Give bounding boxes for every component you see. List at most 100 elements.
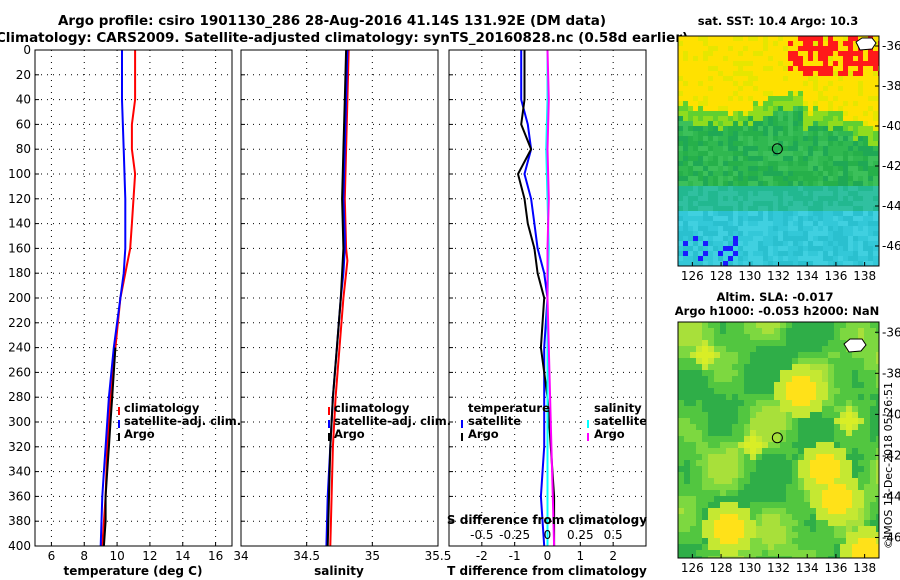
sla-cell (774, 400, 780, 406)
sst-cell (778, 136, 783, 141)
sst-cell (783, 191, 788, 196)
sst-cell (798, 236, 803, 241)
sst-cell (828, 91, 833, 96)
sst-cell (813, 106, 818, 111)
sla-cell (690, 340, 696, 346)
sla-cell (780, 496, 786, 502)
sst-cell (838, 96, 843, 101)
sst-cell (703, 261, 708, 266)
sst-cell (768, 96, 773, 101)
sla-map-panel: Altim. SLA: -0.017 Argo h1000: -0.053 h2… (675, 290, 900, 575)
sst-cell (783, 201, 788, 206)
sla-cell (702, 496, 708, 502)
sla-cell (870, 514, 876, 520)
sla-cell (792, 352, 798, 358)
sla-cell (792, 340, 798, 346)
sst-cell (693, 201, 698, 206)
sla-cell (780, 454, 786, 460)
sst-cell (793, 41, 798, 46)
sst-cell (843, 236, 848, 241)
sst-cell (708, 136, 713, 141)
sst-cell (863, 96, 868, 101)
sla-cell (732, 394, 738, 400)
sla-cell (714, 532, 720, 538)
sla-cell (822, 532, 828, 538)
sla-cell (828, 496, 834, 502)
map-lon-tick-label: 126 (681, 269, 704, 283)
sla-cell (858, 352, 864, 358)
sst-cell (803, 236, 808, 241)
sla-cell (684, 424, 690, 430)
sla-cell (828, 328, 834, 334)
sst-cell (863, 186, 868, 191)
sla-cell (816, 484, 822, 490)
sla-cell (726, 346, 732, 352)
sla-cell (798, 466, 804, 472)
sla-cell (852, 520, 858, 526)
sst-cell (713, 66, 718, 71)
sst-cell (848, 246, 853, 251)
sst-cell (828, 161, 833, 166)
sst-cell (748, 121, 753, 126)
sst-cell (743, 176, 748, 181)
sst-cell (808, 136, 813, 141)
sst-cell (853, 231, 858, 236)
sla-cell (870, 370, 876, 376)
sla-cell (750, 538, 756, 544)
sla-cell (798, 478, 804, 484)
sst-cell (868, 111, 873, 116)
sst-cell (848, 201, 853, 206)
sla-cell (726, 394, 732, 400)
sst-cell (828, 166, 833, 171)
sla-cell (792, 418, 798, 424)
sst-cell (678, 246, 683, 251)
sla-cell (744, 514, 750, 520)
sst-cell (793, 166, 798, 171)
sst-cell (698, 151, 703, 156)
sst-cell (738, 56, 743, 61)
salinity-series-climatology (329, 49, 350, 547)
sst-cell (808, 181, 813, 186)
sla-cell (762, 400, 768, 406)
sst-cell (813, 156, 818, 161)
sst-cell (838, 71, 843, 76)
sla-cell (828, 388, 834, 394)
sla-cell (714, 538, 720, 544)
sla-cell (684, 448, 690, 454)
sla-cell (720, 388, 726, 394)
sst-cell (678, 81, 683, 86)
sst-cell (728, 36, 733, 41)
sla-cell (852, 484, 858, 490)
sst-cell (723, 161, 728, 166)
sst-cell (828, 111, 833, 116)
sst-cell (723, 106, 728, 111)
sla-cell (864, 550, 870, 556)
sst-cell (763, 96, 768, 101)
sst-cell (803, 86, 808, 91)
sst-cell (688, 216, 693, 221)
sla-cell (864, 520, 870, 526)
sla-cell (732, 400, 738, 406)
sla-map-title-line-2: Argo h1000: -0.053 h2000: NaN (675, 304, 879, 318)
sla-cell (768, 376, 774, 382)
sla-cell (774, 346, 780, 352)
sla-cell (714, 544, 720, 550)
sst-cell (778, 76, 783, 81)
sst-cell (818, 141, 823, 146)
sst-cell (733, 216, 738, 221)
sla-cell (798, 502, 804, 508)
sla-cell (774, 328, 780, 334)
sla-cell (750, 502, 756, 508)
sla-cell (732, 424, 738, 430)
tasmania-land (855, 37, 877, 51)
depth-tick-label: 280 (8, 390, 31, 404)
sla-cell (876, 322, 879, 328)
sst-cell (783, 151, 788, 156)
temperature-series-argo (102, 347, 117, 547)
sla-cell (804, 406, 810, 412)
sst-cell (768, 161, 773, 166)
sst-cell (718, 186, 723, 191)
sst-cell (688, 111, 693, 116)
sla-cell (690, 526, 696, 532)
sst-cell (808, 261, 813, 266)
